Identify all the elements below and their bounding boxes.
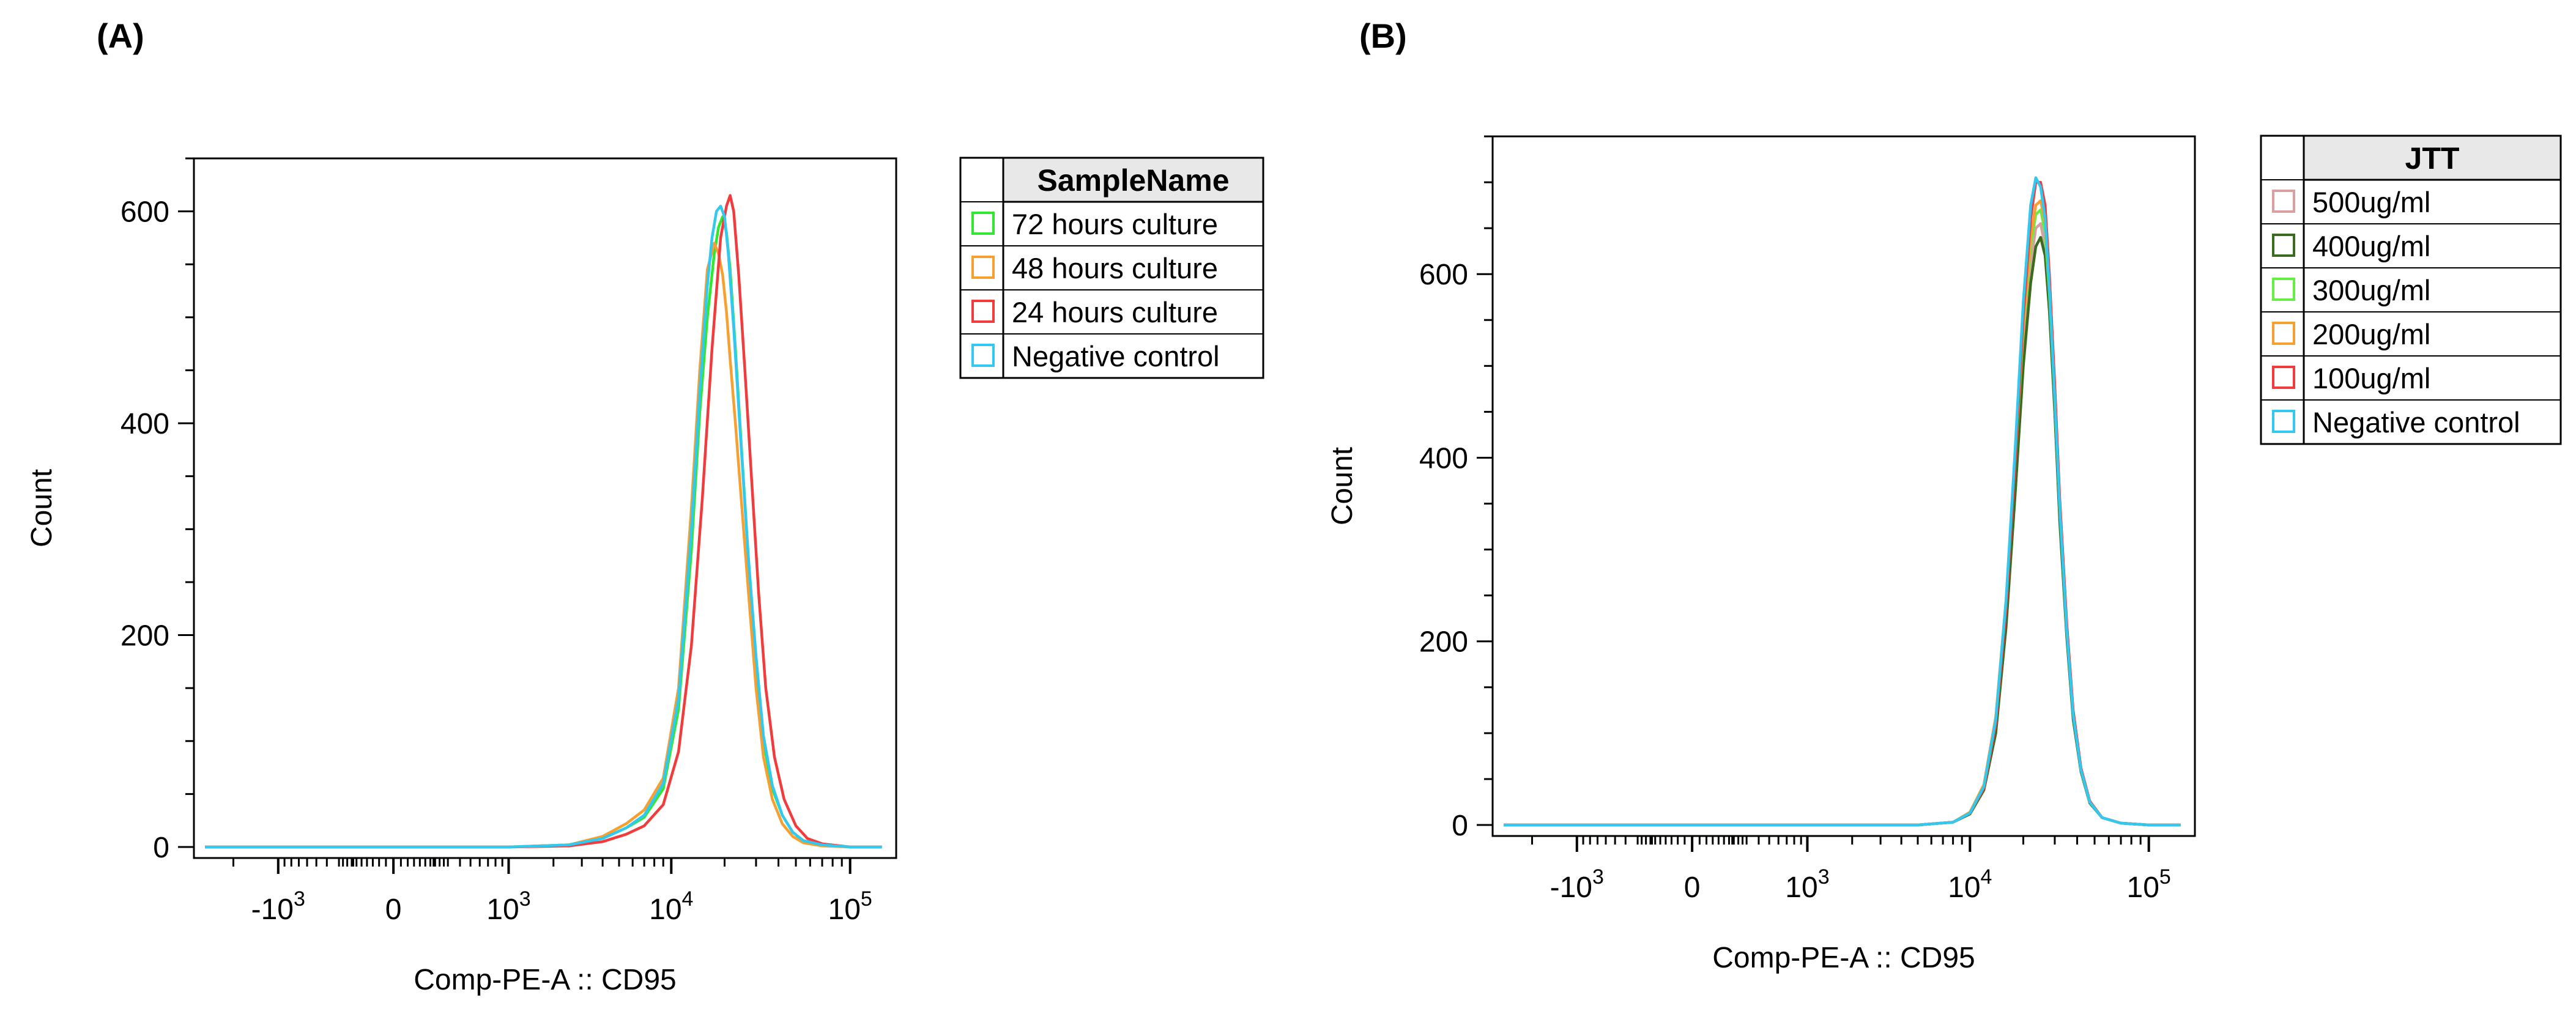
a-legend-entry-1: 72 hours culture — [1012, 208, 1218, 240]
a-legend-entry-3: 24 hours culture — [1012, 296, 1218, 328]
b-legend-entry-2: 400ug/ml — [2312, 230, 2430, 262]
b-x-tick-label: 0 — [1684, 871, 1701, 904]
b-plot-frame — [1491, 135, 2196, 837]
b-y-tick-label: 600 — [1419, 259, 1468, 291]
b-x-tick-label: 103 — [1785, 865, 1829, 904]
b-x-tick-label: 105 — [2127, 865, 2171, 904]
a-y-tick-label: 400 — [121, 408, 169, 440]
a-legend-header-cell — [1002, 157, 1264, 203]
a-series-line-3 — [205, 194, 882, 849]
b-legend-title: JTT — [2405, 141, 2460, 176]
b-legend-entry-3: 300ug/ml — [2312, 274, 2430, 306]
b-legend-swatch-5 — [2272, 366, 2295, 389]
a-legend-title: SampleName — [1037, 163, 1229, 198]
b-y-tick-label: 400 — [1419, 442, 1468, 475]
a-legend-swatch-1 — [971, 212, 995, 235]
a-series-line-2 — [205, 242, 882, 849]
a-legend-entry-4: Negative control — [1012, 340, 1220, 372]
b-legend-swatch-3 — [2272, 278, 2295, 301]
b-y-tick-label: 200 — [1419, 626, 1468, 659]
a-x-tick-label: 0 — [385, 893, 402, 926]
b-legend-swatch-6 — [2272, 410, 2295, 433]
a-plot-frame — [193, 157, 897, 859]
a-y-tick-label: 0 — [153, 832, 169, 864]
b-legend-entry-1: 500ug/ml — [2312, 186, 2430, 218]
a-y-tick-label: 600 — [121, 196, 169, 229]
b-x-axis-label: Comp-PE-A :: CD95 — [1712, 942, 1975, 974]
a-legend-swatch-2 — [971, 256, 995, 279]
a-x-tick-label: 105 — [828, 887, 872, 926]
b-y-axis-label: Count — [1326, 447, 1359, 525]
b-legend-box — [2260, 135, 2562, 445]
a-legend-swatch-4 — [971, 344, 995, 367]
b-legend-entry-5: 100ug/ml — [2312, 362, 2430, 394]
a-x-tick-label: -103 — [251, 887, 305, 926]
a-legend-swatch-3 — [971, 300, 995, 323]
a-x-tick-label: 104 — [649, 887, 693, 926]
b-legend-entry-6: Negative control — [2312, 406, 2520, 438]
b-x-tick-label: 104 — [1948, 865, 1992, 904]
panel-a-label: (A) — [97, 17, 144, 55]
a-x-axis-label: Comp-PE-A :: CD95 — [414, 964, 676, 996]
a-legend-entry-2: 48 hours culture — [1012, 252, 1218, 284]
b-legend-entry-4: 200ug/ml — [2312, 318, 2430, 350]
b-legend-swatch-4 — [2272, 322, 2295, 345]
b-series-line-6 — [1504, 176, 2181, 827]
b-x-tick-label: -103 — [1550, 865, 1604, 904]
b-legend-swatch-1 — [2272, 190, 2295, 213]
a-y-axis-label: Count — [26, 469, 58, 547]
b-y-tick-label: 0 — [1452, 810, 1468, 842]
a-series-line-4 — [205, 204, 882, 849]
panel-b-label: (B) — [1359, 17, 1407, 55]
a-y-tick-label: 200 — [121, 620, 169, 653]
a-x-tick-label: 103 — [486, 887, 530, 926]
b-legend-header-cell — [2303, 135, 2562, 181]
b-legend-swatch-2 — [2272, 234, 2295, 257]
